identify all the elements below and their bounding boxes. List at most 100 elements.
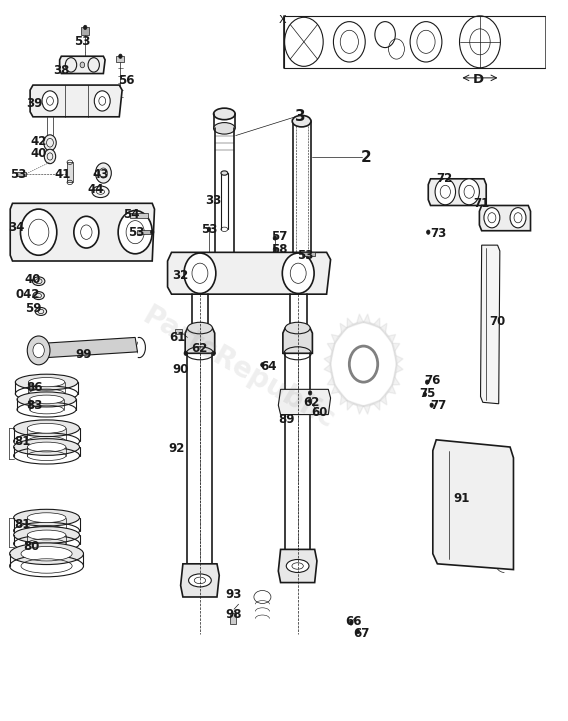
Text: 53: 53 (74, 35, 90, 48)
Text: 042: 042 (15, 288, 40, 301)
Text: 81: 81 (15, 518, 31, 531)
Polygon shape (428, 179, 486, 205)
Text: 71: 71 (474, 197, 490, 210)
Circle shape (273, 247, 277, 252)
Circle shape (151, 230, 154, 234)
Circle shape (118, 211, 152, 254)
Ellipse shape (27, 442, 66, 452)
Circle shape (207, 227, 211, 231)
Ellipse shape (10, 543, 83, 565)
Circle shape (261, 363, 264, 367)
Polygon shape (10, 203, 154, 261)
Ellipse shape (285, 322, 310, 334)
Text: 58: 58 (271, 243, 288, 256)
Bar (16, 172, 26, 176)
Ellipse shape (30, 395, 64, 404)
Circle shape (184, 253, 216, 293)
Text: 56: 56 (118, 74, 135, 87)
Ellipse shape (14, 509, 80, 526)
Bar (230, 613, 236, 624)
Bar (302, 252, 315, 256)
Ellipse shape (14, 420, 80, 437)
Circle shape (435, 179, 456, 205)
Text: 62: 62 (192, 342, 208, 355)
Ellipse shape (14, 526, 80, 544)
Bar (130, 213, 148, 218)
Text: 93: 93 (226, 588, 242, 601)
Circle shape (80, 62, 85, 68)
Circle shape (42, 91, 58, 111)
Text: 62: 62 (303, 396, 319, 409)
Circle shape (20, 209, 57, 255)
Polygon shape (181, 564, 219, 597)
Ellipse shape (33, 291, 44, 300)
Circle shape (282, 253, 314, 293)
Polygon shape (60, 56, 105, 74)
Text: X: X (279, 15, 287, 25)
Ellipse shape (214, 108, 235, 120)
Circle shape (94, 91, 110, 111)
Text: 53: 53 (128, 226, 144, 239)
Text: 40: 40 (25, 273, 41, 286)
Bar (67, 162, 73, 182)
Polygon shape (278, 389, 331, 415)
Text: 44: 44 (87, 183, 104, 196)
Text: 53: 53 (10, 168, 26, 181)
Polygon shape (392, 343, 403, 364)
Circle shape (459, 179, 479, 205)
Circle shape (308, 391, 312, 395)
Text: 75: 75 (419, 387, 435, 400)
Circle shape (427, 230, 430, 234)
Ellipse shape (187, 322, 212, 334)
Ellipse shape (189, 574, 211, 587)
Polygon shape (324, 343, 335, 364)
Polygon shape (392, 364, 403, 385)
Bar (81, 27, 89, 35)
Text: 41: 41 (55, 168, 70, 181)
Circle shape (44, 149, 56, 164)
Polygon shape (283, 328, 312, 353)
Circle shape (308, 399, 312, 403)
Text: 32: 32 (173, 269, 189, 282)
Circle shape (33, 343, 44, 358)
Polygon shape (479, 205, 531, 231)
Polygon shape (30, 85, 122, 117)
Circle shape (510, 208, 526, 228)
Circle shape (356, 629, 360, 634)
Ellipse shape (15, 374, 78, 390)
Polygon shape (380, 385, 396, 405)
Polygon shape (347, 400, 364, 415)
Text: 42: 42 (31, 135, 47, 148)
Circle shape (212, 351, 215, 355)
Text: 57: 57 (272, 230, 287, 243)
Ellipse shape (92, 186, 109, 198)
Text: 3: 3 (295, 110, 305, 124)
Circle shape (184, 351, 187, 355)
Polygon shape (331, 385, 347, 405)
Text: 33: 33 (205, 194, 221, 207)
Bar (175, 329, 182, 334)
Polygon shape (380, 323, 396, 343)
Circle shape (119, 54, 122, 58)
Circle shape (83, 25, 87, 30)
Circle shape (74, 216, 99, 248)
Polygon shape (331, 323, 347, 343)
Circle shape (44, 135, 56, 151)
Text: 59: 59 (24, 302, 41, 315)
Text: 61: 61 (169, 331, 185, 344)
Text: 90: 90 (173, 363, 189, 376)
Polygon shape (433, 440, 513, 570)
Text: 66: 66 (345, 615, 362, 628)
Bar (116, 56, 124, 62)
Text: 83: 83 (26, 399, 42, 412)
Circle shape (349, 621, 353, 625)
Circle shape (27, 336, 50, 365)
Ellipse shape (35, 307, 47, 316)
Ellipse shape (27, 513, 66, 523)
Polygon shape (347, 314, 364, 328)
Text: 64: 64 (260, 360, 277, 373)
Text: 89: 89 (278, 413, 295, 426)
Text: 98: 98 (225, 608, 243, 621)
Text: 60: 60 (311, 406, 327, 419)
Text: 43: 43 (93, 168, 109, 181)
